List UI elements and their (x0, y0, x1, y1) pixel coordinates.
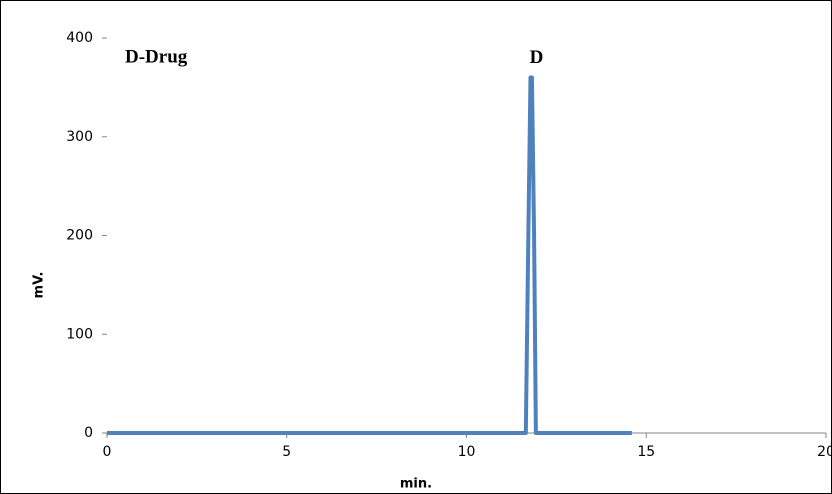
y-tick-label: 400 (66, 30, 93, 46)
x-axis-label: min. (400, 477, 432, 492)
peak-annotation: D (530, 47, 544, 68)
y-tick-label: 0 (84, 425, 93, 441)
x-tick-label: 15 (637, 444, 655, 460)
x-tick-label: 20 (817, 444, 832, 460)
chart-annotation: D-Drug (125, 46, 188, 67)
y-axis-label: mV. (32, 272, 47, 299)
x-tick-label: 0 (103, 444, 112, 460)
y-tick-label: 300 (66, 129, 93, 145)
y-tick-label: 200 (66, 228, 93, 244)
data-line (107, 75, 632, 435)
y-tick-label: 100 (66, 326, 93, 342)
x-tick-label: 10 (458, 444, 476, 460)
x-tick-label: 5 (282, 444, 291, 460)
